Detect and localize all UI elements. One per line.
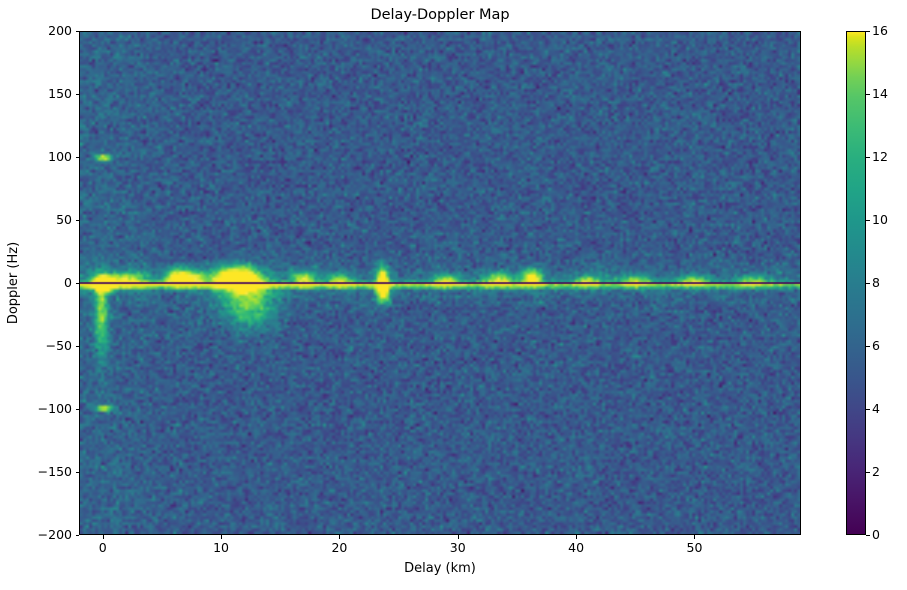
colorbar-tick-label: 6	[872, 338, 880, 353]
x-tick-label: 10	[213, 540, 229, 555]
y-tick-mark	[75, 346, 79, 347]
delay-doppler-heatmap[interactable]	[80, 32, 800, 534]
colorbar-tick-label: 8	[872, 275, 880, 290]
x-tick-label: 30	[449, 540, 466, 555]
x-tick-label: 20	[331, 540, 348, 555]
colorbar-tick-label: 14	[872, 86, 888, 101]
y-tick-mark	[75, 157, 79, 158]
colorbar-tick-label: 16	[872, 23, 888, 38]
x-tick-mark	[221, 535, 223, 539]
x-tick-label: 40	[568, 540, 585, 555]
x-axis-label: Delay (km)	[404, 561, 476, 576]
x-tick-label: 50	[686, 540, 703, 555]
y-tick-label: −200	[37, 527, 72, 542]
y-tick-label: −150	[37, 464, 72, 479]
colorbar-tick-label: 0	[872, 527, 880, 542]
y-tick-mark	[75, 535, 79, 536]
y-tick-mark	[75, 31, 79, 32]
colorbar-tick-label: 2	[872, 464, 880, 479]
colorbar-tick-mark	[866, 283, 870, 284]
colorbar-tick-mark	[866, 94, 870, 95]
x-tick-mark	[102, 535, 104, 539]
x-tick-mark	[694, 535, 696, 539]
x-tick-label: 0	[98, 540, 107, 555]
y-axis-label-text: Doppler (Hz)	[6, 241, 21, 325]
colorbar-tick-mark	[866, 535, 870, 536]
y-tick-mark	[75, 283, 79, 284]
colorbar-tick-label: 10	[872, 212, 888, 227]
colorbar-tick-label: 4	[872, 401, 880, 416]
y-tick-mark	[75, 472, 79, 473]
y-tick-mark	[75, 409, 79, 410]
colorbar-tick-mark	[866, 157, 870, 158]
colorbar-tick-mark	[866, 472, 870, 473]
y-tick-mark	[75, 94, 79, 95]
colorbar-tick-mark	[866, 346, 870, 347]
page-title: Delay-Doppler Map	[370, 7, 510, 23]
y-tick-label: 150	[48, 86, 72, 101]
y-tick-label: −100	[37, 401, 72, 416]
colorbar-tick-mark	[866, 31, 870, 32]
x-tick-mark	[339, 535, 341, 539]
heatmap-axes[interactable]	[79, 31, 801, 535]
colorbar-tick-mark	[866, 220, 870, 221]
y-tick-label: 100	[48, 149, 72, 164]
y-tick-label: 50	[56, 212, 72, 227]
x-tick-mark	[457, 535, 459, 539]
y-tick-label: −50	[45, 338, 72, 353]
x-tick-mark	[576, 535, 578, 539]
colorbar[interactable]	[846, 31, 866, 535]
y-tick-label: 0	[64, 275, 72, 290]
colorbar-tick-label: 12	[872, 149, 888, 164]
y-tick-mark	[75, 220, 79, 221]
y-tick-label: 200	[48, 23, 72, 38]
colorbar-tick-mark	[866, 409, 870, 410]
